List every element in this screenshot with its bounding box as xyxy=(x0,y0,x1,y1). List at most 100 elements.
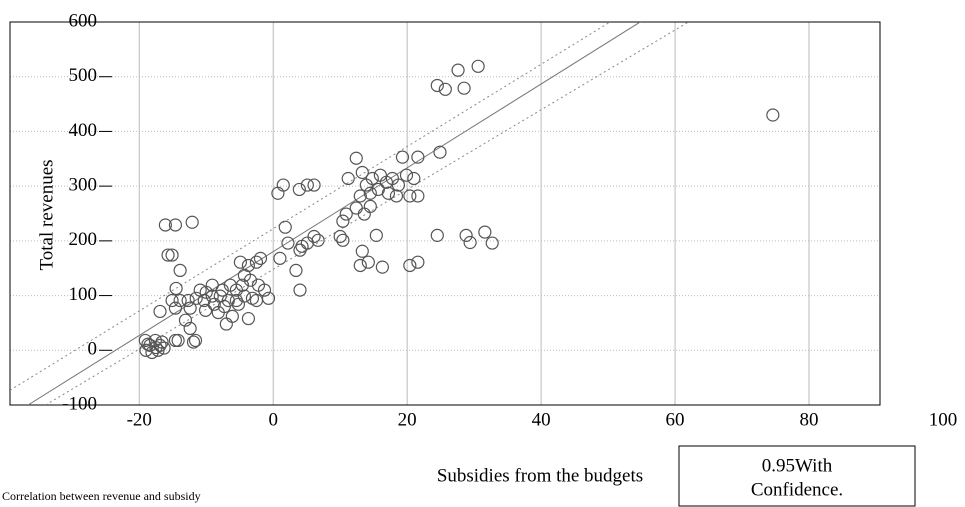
x-tick-label: 100 xyxy=(929,409,958,430)
point xyxy=(355,165,369,180)
point xyxy=(363,186,377,200)
y-tick-label: 0 xyxy=(88,339,98,360)
point xyxy=(207,297,221,311)
point xyxy=(289,263,303,278)
point xyxy=(307,229,321,244)
point xyxy=(373,168,387,182)
point xyxy=(339,207,353,221)
point xyxy=(273,251,287,265)
point xyxy=(165,248,179,262)
point xyxy=(471,59,485,73)
y-tick-label: 100 xyxy=(69,284,98,305)
point xyxy=(158,218,172,232)
point xyxy=(336,214,350,228)
confidence-line xyxy=(45,22,689,405)
point xyxy=(369,228,383,242)
point xyxy=(173,263,187,278)
point xyxy=(217,299,231,314)
point xyxy=(253,251,268,265)
point xyxy=(293,243,307,257)
point xyxy=(411,255,425,269)
x-tick-label: 40 xyxy=(532,409,551,430)
point xyxy=(199,285,213,299)
point xyxy=(459,228,473,242)
point xyxy=(381,186,396,200)
point xyxy=(451,63,465,77)
x-tick-label: 60 xyxy=(666,409,685,430)
point xyxy=(307,178,321,192)
y-tick-label: 200 xyxy=(69,229,98,250)
x-tick-label: 80 xyxy=(800,409,819,430)
point xyxy=(391,178,406,192)
point xyxy=(433,145,447,159)
point xyxy=(341,171,355,186)
point xyxy=(281,236,295,250)
point xyxy=(353,258,367,273)
y-tick-label: -100 xyxy=(62,393,97,414)
point xyxy=(411,150,425,164)
x-tick-label: 20 xyxy=(398,409,417,430)
point xyxy=(766,108,780,122)
y-tick-label: 400 xyxy=(69,120,98,141)
point xyxy=(223,278,237,292)
point xyxy=(333,229,347,244)
point xyxy=(257,283,272,297)
point xyxy=(411,189,425,203)
point xyxy=(430,78,444,93)
point xyxy=(292,182,306,197)
legend-text: 0.95With xyxy=(762,455,833,476)
point xyxy=(168,301,183,315)
point xyxy=(148,333,162,348)
point xyxy=(145,345,159,360)
point xyxy=(219,317,233,331)
point xyxy=(151,343,165,357)
point xyxy=(276,178,290,192)
point xyxy=(478,225,492,239)
point xyxy=(168,218,183,232)
fit-line xyxy=(27,22,641,405)
y-tick-label: 300 xyxy=(69,175,98,196)
point xyxy=(157,341,171,355)
point xyxy=(193,283,207,297)
point xyxy=(169,281,183,296)
point xyxy=(430,228,444,242)
point xyxy=(141,337,155,351)
point xyxy=(183,321,197,335)
y-tick-label: 600 xyxy=(69,10,98,31)
point xyxy=(353,189,367,203)
legend-text: Confidence. xyxy=(751,479,843,500)
point xyxy=(233,255,247,269)
point xyxy=(249,293,264,308)
point xyxy=(293,283,307,297)
point xyxy=(241,311,256,326)
point xyxy=(457,81,471,95)
point xyxy=(463,235,477,250)
point xyxy=(403,258,417,273)
point xyxy=(149,340,163,355)
point xyxy=(363,199,377,213)
point xyxy=(336,233,350,247)
point xyxy=(300,178,314,192)
x-tick-label: 0 xyxy=(268,409,278,430)
point xyxy=(165,293,179,308)
point xyxy=(185,215,199,229)
point xyxy=(173,293,187,308)
point xyxy=(389,189,404,203)
point xyxy=(243,273,258,287)
point xyxy=(355,244,369,258)
point xyxy=(485,236,499,250)
point xyxy=(186,335,201,349)
point xyxy=(231,297,245,311)
point xyxy=(271,186,285,200)
legend-box xyxy=(678,445,916,507)
point xyxy=(188,333,203,348)
point xyxy=(168,333,183,348)
confidence-line xyxy=(10,22,611,391)
y-tick-label: 500 xyxy=(69,65,98,86)
point xyxy=(249,255,264,269)
point xyxy=(138,333,152,348)
point xyxy=(357,207,371,221)
y-axis-label: Total revenues xyxy=(36,159,57,270)
point xyxy=(171,333,185,348)
